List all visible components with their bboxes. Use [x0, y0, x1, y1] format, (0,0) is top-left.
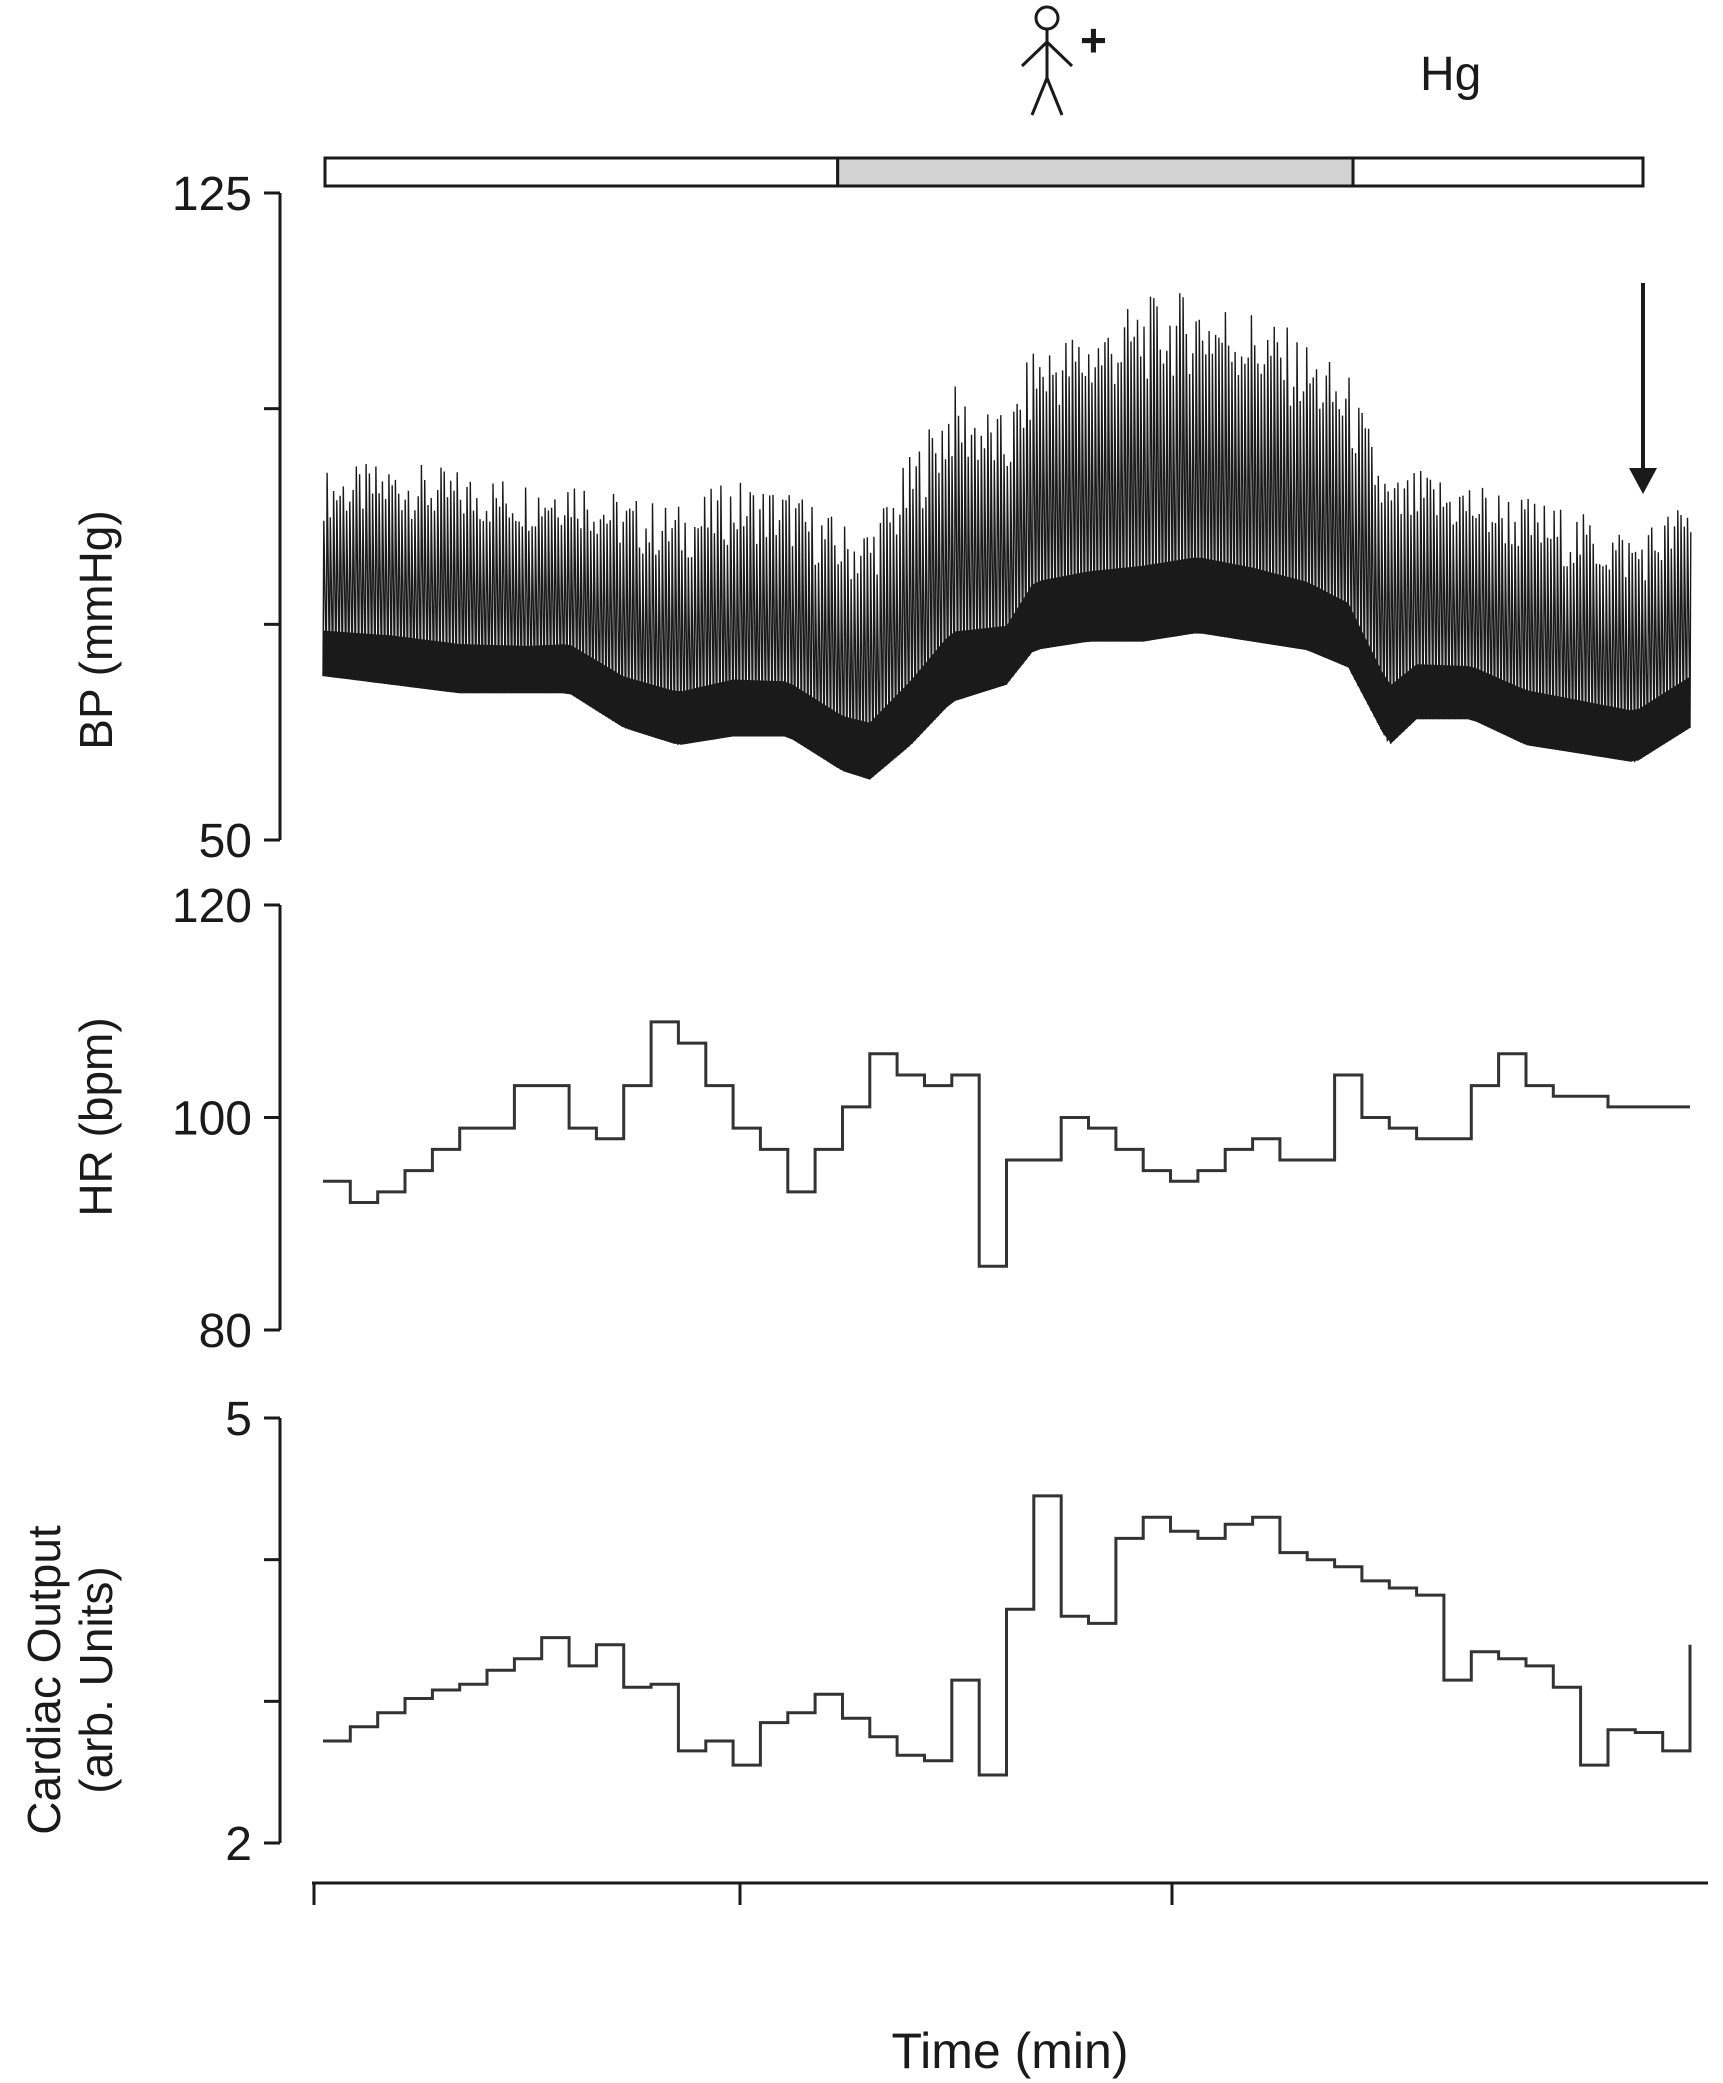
co-trace [323, 1494, 1692, 1777]
co-y-axis-label-line-2: (arb. Units) [70, 1566, 122, 1793]
bp-y-tick-label: 125 [172, 168, 252, 221]
marker-label: Hg [1420, 48, 1481, 101]
co-panel: Cardiac Output (arb. Units) 2 5 [18, 1393, 1692, 1871]
bp-y-axis-label: BP (mmHg) [70, 510, 122, 749]
down-arrow-icon [1629, 283, 1657, 494]
marker-plus: + [1080, 14, 1107, 66]
hr-trace [323, 1020, 1690, 1268]
bp-trace [322, 293, 1692, 780]
time-axis: Time (min) [312, 1881, 1708, 2079]
hr-y-tick-label: 80 [199, 1305, 252, 1358]
person-icon [1020, 5, 1074, 116]
condition-segment-0 [323, 156, 840, 188]
hr-y-tick-label: 120 [172, 880, 252, 933]
arrow-head [1629, 468, 1657, 494]
hr-panel: HR (bpm) 80 100 120 [70, 880, 1690, 1358]
co-y-tick-label: 5 [225, 1393, 252, 1446]
condition-bar [323, 156, 1645, 188]
condition-segment-2 [1351, 156, 1645, 188]
bp-y-tick-label: 50 [199, 815, 252, 868]
condition-segment-1 [836, 156, 1355, 188]
hr-y-tick-label: 100 [172, 1093, 252, 1146]
co-y-tick-label: 2 [225, 1818, 252, 1871]
co-y-axis-label-line-1: Cardiac Output [18, 1525, 70, 1835]
time-axis-label: Time (min) [891, 2023, 1128, 2079]
hr-y-axis-label: HR (bpm) [70, 1017, 122, 1216]
bp-panel: BP (mmHg) 50 125 [70, 168, 1692, 868]
